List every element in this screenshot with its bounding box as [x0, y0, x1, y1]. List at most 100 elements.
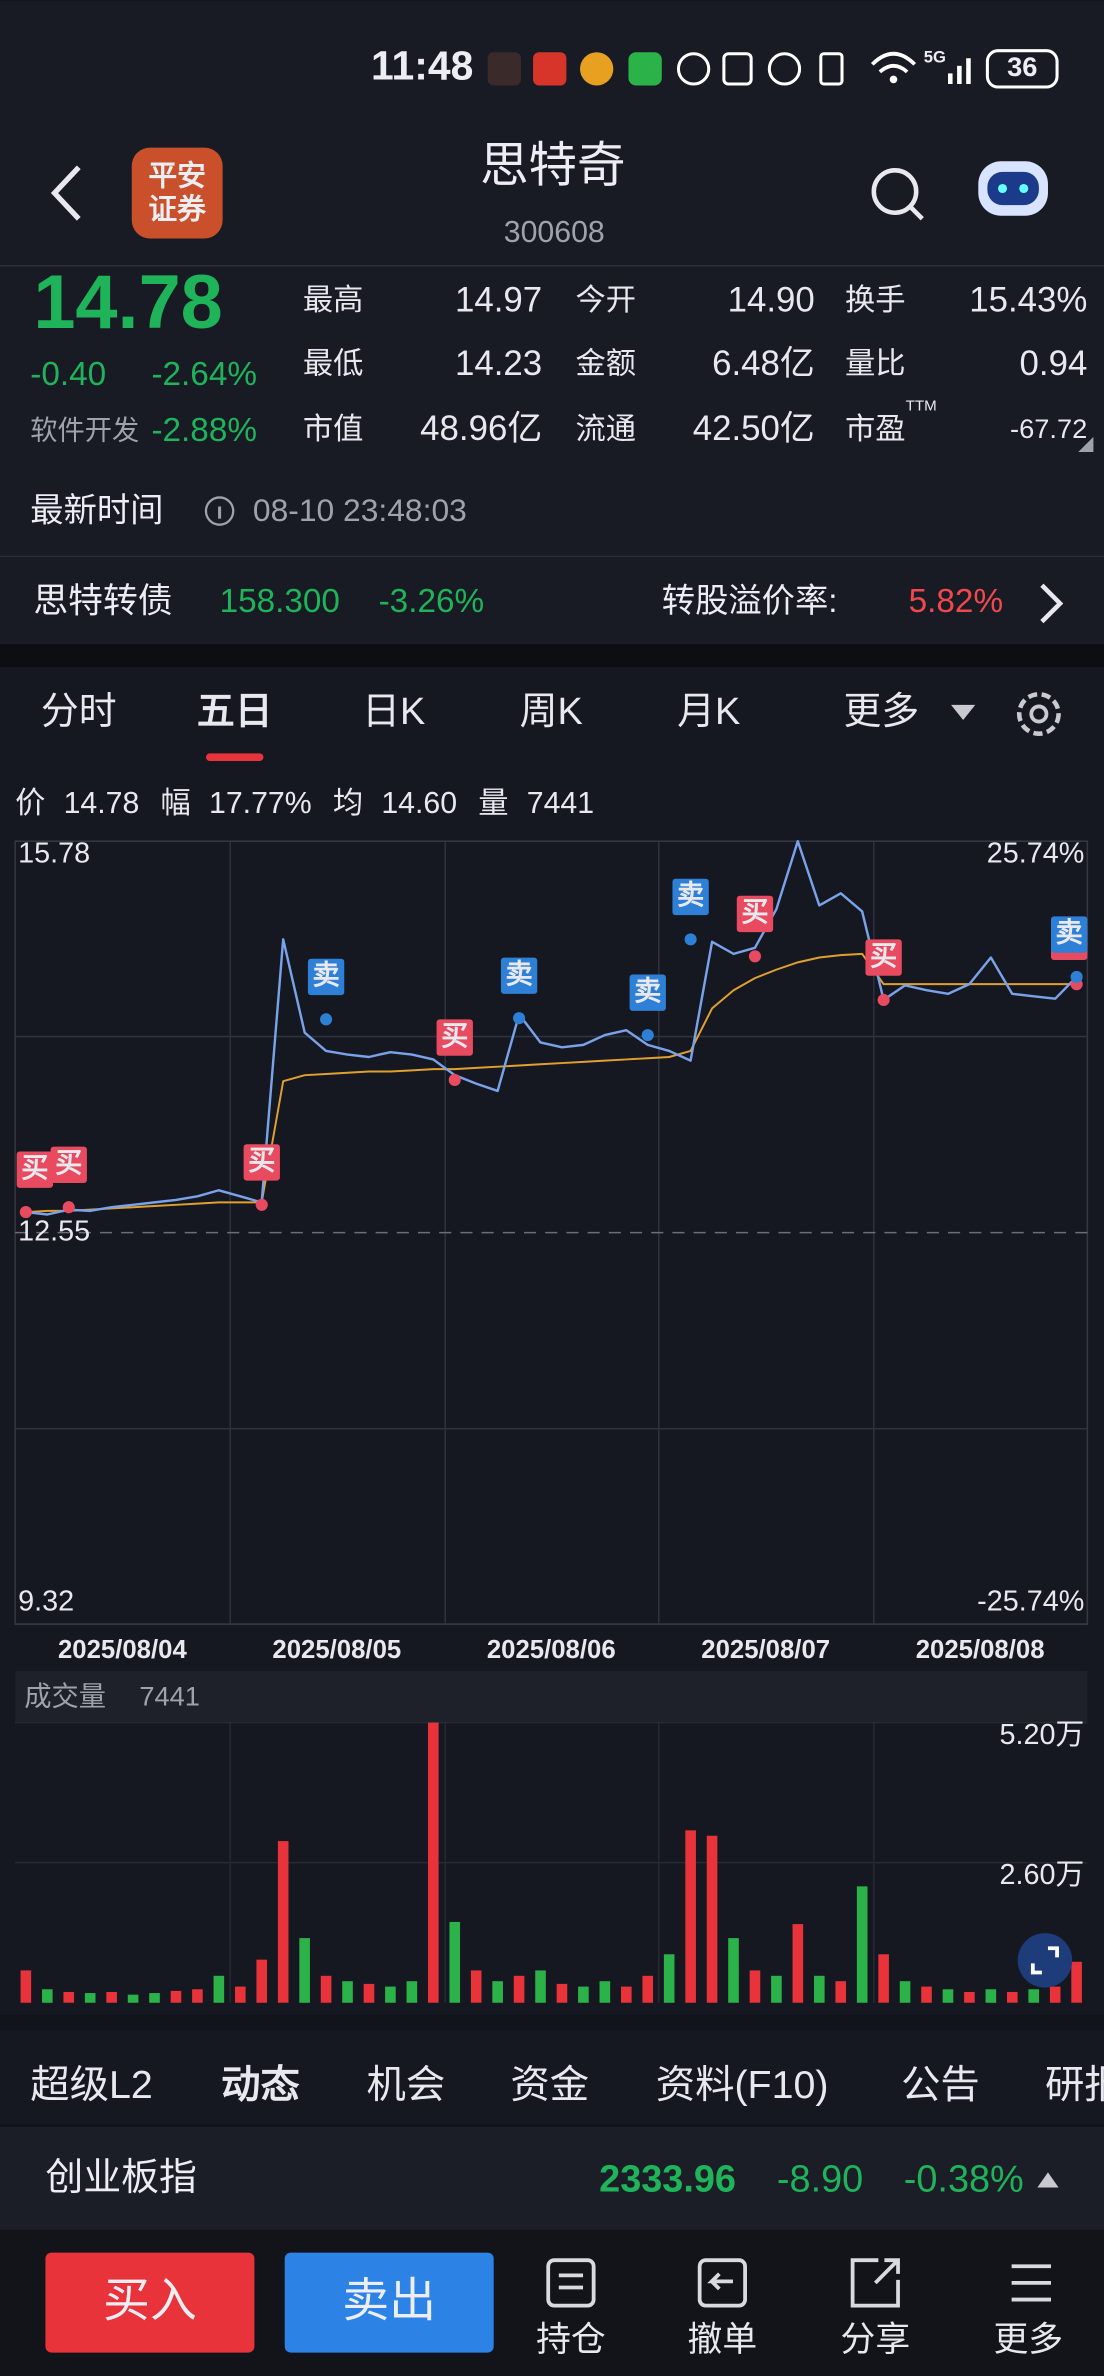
status-icons [487, 49, 1059, 89]
trade-label: 买 [55, 1147, 82, 1178]
trade-badge[interactable] [436, 1019, 473, 1056]
info-tab[interactable]: 机会 [366, 2063, 445, 2107]
info-tab[interactable]: 动态 [221, 2063, 300, 2107]
volume-bar [513, 1975, 525, 2003]
volume-bar [835, 1981, 847, 2003]
chart-info: 价 14.78 幅 17.77% 均 14.60 量 7441 [15, 786, 594, 820]
volume-bar [921, 1986, 932, 2003]
volume-bar [342, 1981, 353, 2003]
volume-bar [385, 1986, 396, 2003]
stat-label: 市值 [303, 412, 364, 446]
battery: 36 [1007, 51, 1037, 82]
last-price: 14.78 [33, 260, 222, 345]
assistant-button[interactable] [978, 161, 1048, 216]
volume-bar [749, 1970, 761, 2003]
tab-indicator [205, 753, 264, 761]
trade-dot [748, 950, 762, 963]
trade-label: 卖 [677, 879, 704, 910]
info-tab[interactable]: 研报 [1045, 2063, 1104, 2107]
stat-value: 48.96亿 [420, 409, 542, 448]
trade-dot [684, 933, 697, 946]
stat-label: 换手 [845, 283, 906, 317]
sell-button[interactable] [284, 2252, 494, 2353]
sell-label: 卖出 [342, 2275, 436, 2327]
trade-badge[interactable] [736, 895, 774, 933]
index-expand[interactable] [1037, 2172, 1059, 2188]
trade-label: 卖 [505, 958, 532, 989]
info-label: 幅 [161, 786, 191, 820]
volume-bar [127, 1994, 139, 2003]
y-tick-label: 2.60万 [1000, 1859, 1085, 1891]
volume-bar [170, 1990, 182, 2003]
volume-title: 成交量 [24, 1681, 106, 1712]
premium: 5.82% [909, 583, 1003, 620]
volume-bar [599, 1981, 611, 2003]
volume-bar [449, 1921, 461, 2003]
volume-header [15, 1671, 1088, 1723]
trade-badge[interactable] [307, 958, 345, 996]
settings-button[interactable] [1016, 692, 1061, 736]
tool-label[interactable]: 更多 [993, 2320, 1063, 2359]
tool-label[interactable]: 分享 [840, 2320, 910, 2359]
stock-code: 300608 [504, 216, 605, 249]
period-tab[interactable]: 月K [677, 691, 740, 733]
price-chart: 15.78 12.55 9.32 25.74% -25.74% 2025/08/04 202… [15, 837, 1088, 1664]
fullscreen-button[interactable] [1017, 1933, 1073, 1988]
x-tick-label: 2025/08/08 [916, 1636, 1045, 1664]
volume-bar [256, 1959, 268, 2003]
trade-dot [62, 1201, 75, 1214]
trade-badge[interactable] [50, 1146, 87, 1183]
network: 5G [924, 48, 946, 67]
trade-badge[interactable] [243, 1144, 280, 1181]
trade-dot [513, 1012, 526, 1025]
info-tab[interactable]: 资料(F10) [656, 2063, 829, 2107]
more-arrow [951, 704, 976, 721]
period-tab[interactable]: 日K [362, 691, 425, 733]
trade-badge[interactable] [672, 878, 709, 916]
volume-bar [578, 1986, 589, 2003]
bond-change: -3.26% [379, 583, 485, 620]
period-tab[interactable]: 周K [520, 691, 583, 733]
tool-label[interactable]: 持仓 [536, 2320, 606, 2359]
info-icon[interactable] [204, 496, 235, 526]
volume-bar [192, 1989, 203, 2003]
back-button[interactable] [50, 165, 81, 221]
x-tick-label: 2025/08/04 [58, 1636, 187, 1664]
average-line [25, 952, 1077, 1214]
buy-label: 买入 [103, 2275, 197, 2327]
index-change-pct: -0.38% [904, 2158, 1024, 2200]
bond-chevron[interactable] [1040, 583, 1064, 624]
trade-badge[interactable] [16, 1151, 54, 1188]
period-tab[interactable]: 分时 [41, 691, 117, 733]
broker-logo [131, 147, 223, 239]
trade-label: 买 [248, 1145, 275, 1176]
period-tab[interactable]: 五日 [197, 691, 273, 733]
info-tab[interactable]: 超级L2 [30, 2063, 153, 2107]
trade-dot [19, 1206, 32, 1219]
trade-label: 卖 [1056, 917, 1083, 948]
volume-bar [620, 1986, 632, 2003]
tool-label[interactable]: 撤单 [688, 2320, 758, 2359]
period-tab[interactable]: 更多 [844, 691, 920, 733]
trade-badge[interactable] [865, 939, 902, 976]
stat-value: 14.23 [455, 344, 542, 383]
sector: 软件开发 [30, 415, 139, 446]
search-button[interactable] [871, 168, 924, 221]
stock-name: 思特奇 [480, 139, 625, 193]
volume-bar [1049, 1986, 1061, 2003]
volume-bar [685, 1830, 696, 2003]
trade-badge[interactable] [1050, 916, 1088, 953]
buy-button[interactable] [45, 2252, 255, 2353]
trade-badge[interactable] [629, 974, 666, 1011]
info-label: 价 [15, 787, 45, 820]
info-tab[interactable]: 资金 [510, 2063, 589, 2107]
volume-bar [470, 1970, 482, 2003]
info-tabs-bar [0, 2030, 1104, 2124]
volume-bar [106, 1991, 117, 2003]
trade-badge[interactable] [500, 957, 538, 994]
stat-note: TTM [906, 398, 937, 415]
y-tick-label: 5.20万 [1000, 1719, 1085, 1751]
info-tab[interactable]: 公告 [901, 2063, 980, 2107]
update-label: 最新时间 [30, 492, 163, 529]
stat-value: 15.43% [969, 280, 1087, 319]
